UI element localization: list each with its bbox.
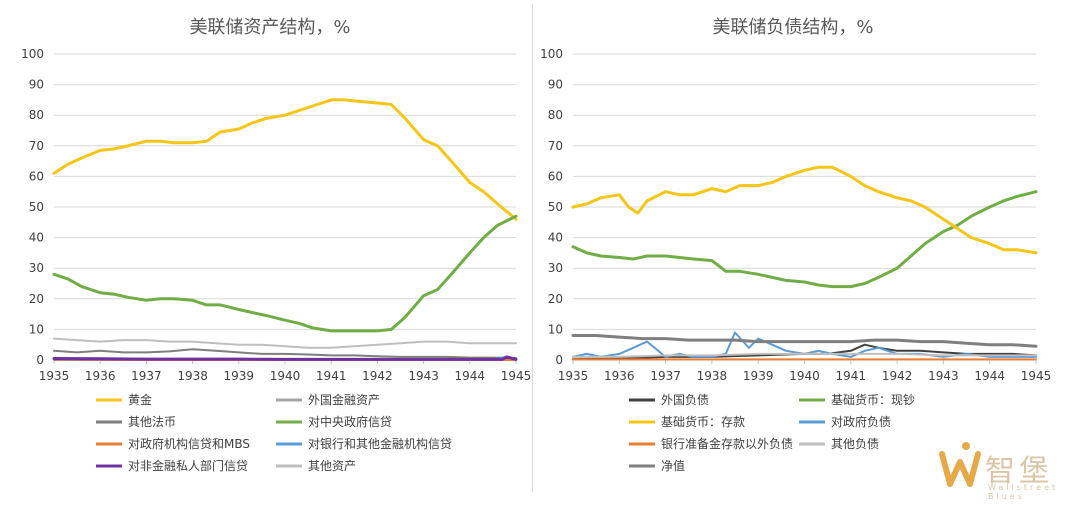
x-tick-label: 1939	[224, 369, 255, 383]
x-tick-label: 1940	[789, 369, 820, 383]
y-tick-label: 100	[540, 47, 563, 61]
y-tick-label: 30	[548, 261, 563, 275]
legend-label-0: 黄金	[128, 392, 152, 407]
x-tick-label: 1941	[836, 369, 867, 383]
x-tick-label: 1936	[85, 369, 116, 383]
watermark-icon	[939, 442, 981, 487]
x-tick-label: 1938	[697, 369, 728, 383]
x-tick-label: 1935	[39, 369, 70, 383]
x-tick-label: 1937	[131, 369, 162, 383]
y-tick-label: 90	[548, 78, 563, 92]
asset-structure-chart-panel: 美联储资产结构，% 0 10 20 30 40 50 60 70 80 90 100 1935 1936 1…	[0, 0, 532, 508]
y-tick-label: 90	[29, 78, 44, 92]
y-tick-label: 100	[21, 47, 44, 61]
x-tick-label: 1944	[974, 369, 1005, 383]
liability-structure-chart: 美联储负债结构，% 0 10 20 30 40 50 60 70 80 90 100 1935 1936 1…	[540, 17, 1052, 473]
legend-label-5: 对银行和其他金融机构信贷	[308, 436, 452, 451]
x-tick-label: 1941	[316, 369, 347, 383]
legend-label-1: 外国金融资产	[308, 392, 380, 407]
series-line-3	[52, 214, 518, 333]
chart-title: 美联储负债结构，%	[712, 17, 873, 38]
x-tick-label: 1939	[743, 369, 774, 383]
y-tick-label: 50	[548, 200, 563, 214]
y-tick-label: 10	[548, 322, 563, 336]
series-line-0	[52, 98, 518, 221]
x-tick-label: 1945	[1021, 369, 1052, 383]
legend-label-2: 基础货币：存款	[661, 414, 745, 429]
asset-structure-chart: 美联储资产结构，% 0 10 20 30 40 50 60 70 80 90 100 1935 1936 1…	[21, 17, 532, 473]
series-line-1	[571, 190, 1038, 289]
liability-structure-chart-panel: 美联储负债结构，% 0 10 20 30 40 50 60 70 80 90 100 1935 1936 1…	[533, 0, 1080, 508]
y-tick-label: 20	[29, 292, 44, 306]
y-tick-label: 50	[29, 200, 44, 214]
x-tick-label: 1937	[650, 369, 681, 383]
y-tick-label: 70	[29, 139, 44, 153]
y-tick-label: 0	[36, 353, 44, 367]
legend-label-0: 外国负债	[661, 393, 709, 407]
legend-label-5: 其他负债	[831, 437, 879, 451]
series-line-2	[53, 348, 517, 359]
y-tick-label: 60	[29, 169, 44, 183]
legend-label-1: 基础货币：现钞	[831, 392, 915, 407]
y-tick-label: 20	[548, 292, 563, 306]
series-line-6	[571, 334, 1038, 348]
y-tick-label: 80	[29, 108, 44, 122]
series-line-5	[572, 352, 1037, 358]
y-tick-label: 60	[548, 169, 563, 183]
y-tick-label: 0	[555, 353, 563, 367]
x-tick-label: 1940	[270, 369, 301, 383]
y-tick-label: 40	[548, 231, 563, 245]
legend-label-7: 其他资产	[308, 459, 356, 473]
y-tick-label: 30	[29, 261, 44, 275]
y-tick-label: 40	[29, 231, 44, 245]
watermark-subtext: Wallstreet Blues	[988, 483, 1059, 501]
series-line-2	[571, 165, 1038, 255]
x-tick-label: 1944	[455, 369, 486, 383]
legend-label-4: 对政府机构信贷和MBS	[128, 436, 250, 451]
y-tick-label: 80	[548, 108, 563, 122]
x-tick-label: 1942	[882, 369, 913, 383]
legend-label-3: 对政府负债	[831, 414, 891, 429]
y-tick-label: 10	[29, 322, 44, 336]
x-tick-label: 1943	[408, 369, 439, 383]
chart-title: 美联储资产结构，%	[189, 17, 350, 38]
watermark-text: 智堡	[985, 454, 1053, 489]
legend-label-4: 银行准备金存款以外负债	[661, 436, 793, 451]
y-tick-label: 70	[548, 139, 563, 153]
panel-divider	[532, 4, 533, 492]
x-tick-label: 1945	[501, 369, 532, 383]
series-line-7	[53, 337, 517, 349]
legend-label-6: 对非金融私人部门信贷	[128, 458, 248, 473]
legend-label-2: 其他法币	[128, 415, 176, 429]
x-tick-label: 1936	[604, 369, 635, 383]
x-tick-label: 1942	[362, 369, 393, 383]
x-tick-label: 1943	[928, 369, 959, 383]
series-line-6	[52, 355, 518, 361]
legend-label-3: 对中央政府信贷	[308, 414, 392, 429]
x-tick-label: 1938	[177, 369, 208, 383]
watermark-logo	[938, 440, 1058, 496]
x-tick-label: 1935	[558, 369, 589, 383]
legend-label-6: 净值	[661, 458, 685, 473]
